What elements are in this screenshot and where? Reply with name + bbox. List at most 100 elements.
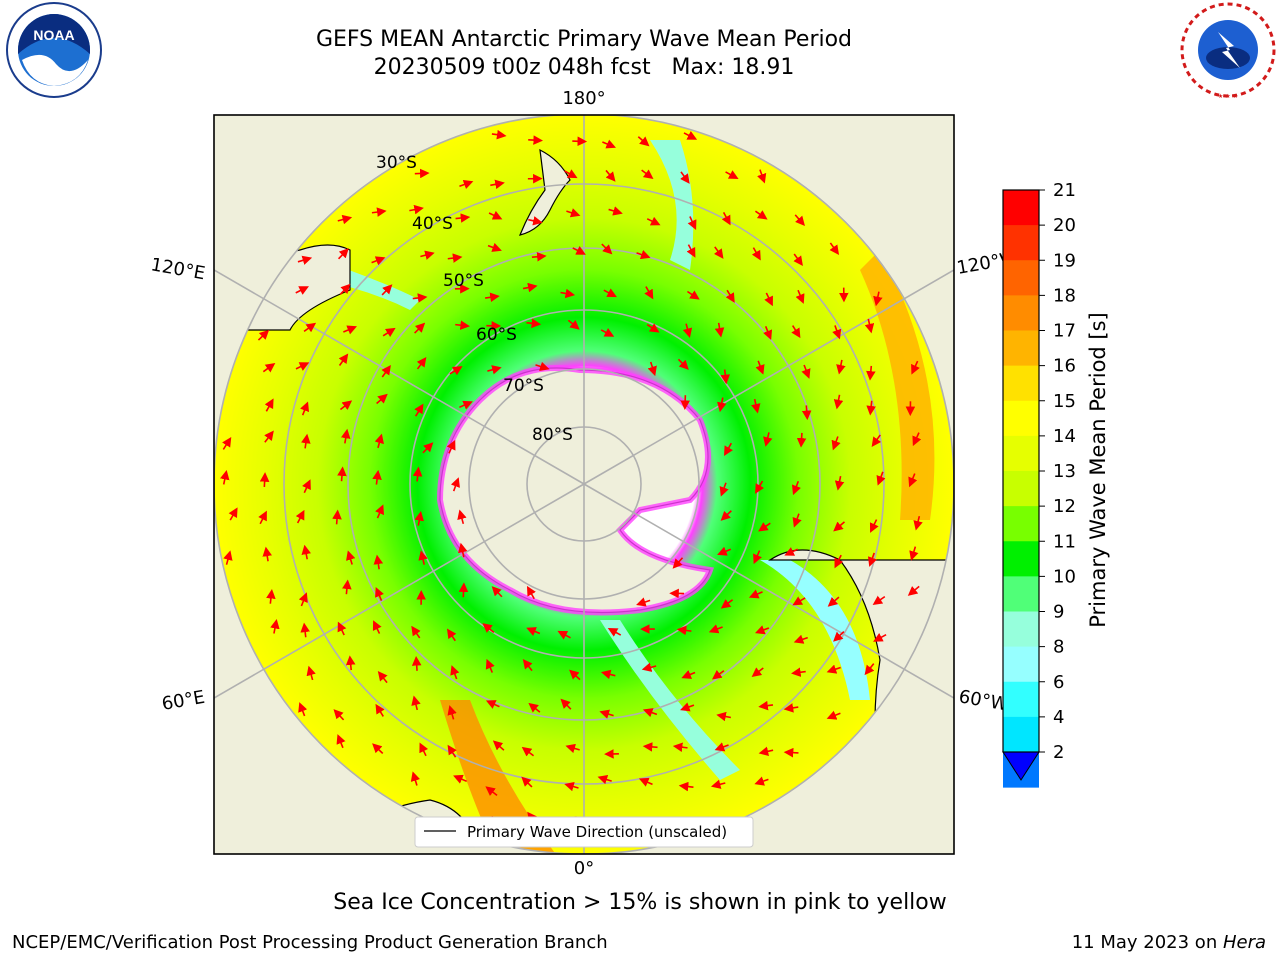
wave-arrow xyxy=(270,618,280,634)
wave-arrow xyxy=(794,214,805,226)
wave-arrow xyxy=(266,588,276,604)
wave-arrow xyxy=(372,743,384,755)
wave-arrow xyxy=(528,702,541,713)
wave-arrow xyxy=(714,742,729,752)
colorbar-tick-label: 20 xyxy=(1053,215,1076,236)
sea-ice-edge xyxy=(436,365,714,616)
new-zealand-landmass xyxy=(519,148,571,236)
wave-arrow xyxy=(783,747,799,758)
wave-arrow xyxy=(796,432,807,448)
wave-arrow xyxy=(572,246,586,255)
wave-arrow xyxy=(295,362,310,371)
wave-arrow xyxy=(220,469,230,485)
colorbar-tick-label: 2 xyxy=(1053,742,1064,763)
wave-arrow xyxy=(447,744,457,758)
colorbar-tick-label: 12 xyxy=(1053,496,1076,517)
noaa-logo-text: NOAA xyxy=(33,27,74,43)
wave-arrow xyxy=(758,746,774,757)
colorbar-segment xyxy=(1003,646,1039,683)
wave-arrow xyxy=(753,550,762,565)
colorbar-segment xyxy=(1003,506,1039,542)
wave-arrow xyxy=(720,510,732,521)
colorbar-tick-label: 15 xyxy=(1053,391,1076,412)
wave-arrow xyxy=(725,170,739,179)
wave-arrow xyxy=(337,466,347,482)
wave-arrow xyxy=(754,625,770,635)
wave-arrow xyxy=(342,579,352,595)
wave-arrow xyxy=(297,255,313,265)
wave-arrow xyxy=(414,403,424,417)
wave-arrow xyxy=(681,670,696,679)
wave-arrow xyxy=(381,284,393,296)
wave-arrow xyxy=(488,210,503,220)
wave-arrow xyxy=(446,628,457,642)
wave-arrow xyxy=(642,742,658,752)
footer-machine: Hera xyxy=(1222,932,1266,953)
wave-arrow xyxy=(834,554,844,569)
wave-arrow xyxy=(710,779,726,789)
colorbar: 21 20 19 18 17 16 15 14 13 12 11 10 9 8 6 4 2 xyxy=(1002,180,1076,788)
wave-arrow xyxy=(792,596,806,606)
wave-arrow xyxy=(491,129,507,140)
wave-arrow xyxy=(758,522,771,532)
wave-arrow xyxy=(372,469,382,485)
low-period-patch xyxy=(760,560,870,700)
wave-arrow xyxy=(373,554,384,570)
wave-arrow xyxy=(491,586,503,598)
colorbar-segment xyxy=(1003,330,1039,367)
wave-arrow xyxy=(724,442,733,457)
wave-arrow xyxy=(422,442,434,454)
colorbar-tick-label: 18 xyxy=(1053,285,1076,306)
lon-label-120e: 120°E xyxy=(149,254,207,284)
low-period-patch xyxy=(650,140,694,270)
colorbar-tick-label: 14 xyxy=(1053,426,1076,447)
lon-label-0: 0° xyxy=(574,858,594,879)
wave-arrow xyxy=(410,771,421,786)
wave-arrow xyxy=(521,746,535,757)
map-frame xyxy=(213,114,955,855)
low-period-patch xyxy=(600,620,740,780)
wave-arrow xyxy=(867,552,878,567)
colorbar-tick-label: 16 xyxy=(1053,356,1076,377)
wave-arrow xyxy=(455,320,470,330)
wave-arrow xyxy=(264,430,274,443)
wave-arrow xyxy=(795,289,805,304)
map-legend: Primary Wave Direction (unscaled) xyxy=(414,816,754,848)
wave-arrow xyxy=(597,775,612,785)
wave-arrow xyxy=(748,589,763,599)
wave-arrow xyxy=(375,587,384,601)
wave-arrow xyxy=(801,405,812,421)
wave-arrow xyxy=(763,326,773,341)
wave-arrow xyxy=(873,291,883,307)
wave-arrow xyxy=(566,208,581,218)
wave-arrow xyxy=(908,473,918,488)
colorbar-tick-label: 11 xyxy=(1053,531,1076,552)
colorbar-segment xyxy=(1003,471,1039,507)
wave-arrow xyxy=(791,480,801,496)
wave-arrow xyxy=(755,480,765,494)
wave-arrow xyxy=(482,623,495,633)
colorbar-tick-label: 9 xyxy=(1053,602,1064,623)
wave-arrow xyxy=(686,290,700,300)
wave-arrow xyxy=(526,318,542,329)
colorbar-segment xyxy=(1003,190,1039,226)
high-period-patch xyxy=(860,250,935,520)
wave-arrow xyxy=(866,365,876,381)
wave-arrow xyxy=(605,169,616,182)
wave-arrow xyxy=(535,361,550,371)
wave-arrow xyxy=(295,286,309,295)
colorbar-tick-label: 8 xyxy=(1053,637,1064,658)
wave-arrow xyxy=(298,592,308,607)
wave-arrow xyxy=(298,702,308,717)
colorbar-tick-label: 17 xyxy=(1053,321,1076,342)
wave-arrow xyxy=(672,557,684,569)
wave-arrow xyxy=(672,742,688,752)
wave-arrow xyxy=(371,207,387,217)
wave-arrow xyxy=(833,521,845,532)
wave-arrow xyxy=(447,253,463,263)
wave-arrow xyxy=(678,781,694,792)
svg-text:★ ★ ★: ★ ★ ★ xyxy=(1218,93,1238,100)
colorbar-segment xyxy=(1003,225,1039,261)
wave-arrow xyxy=(826,664,841,674)
wave-arrow xyxy=(332,509,342,525)
